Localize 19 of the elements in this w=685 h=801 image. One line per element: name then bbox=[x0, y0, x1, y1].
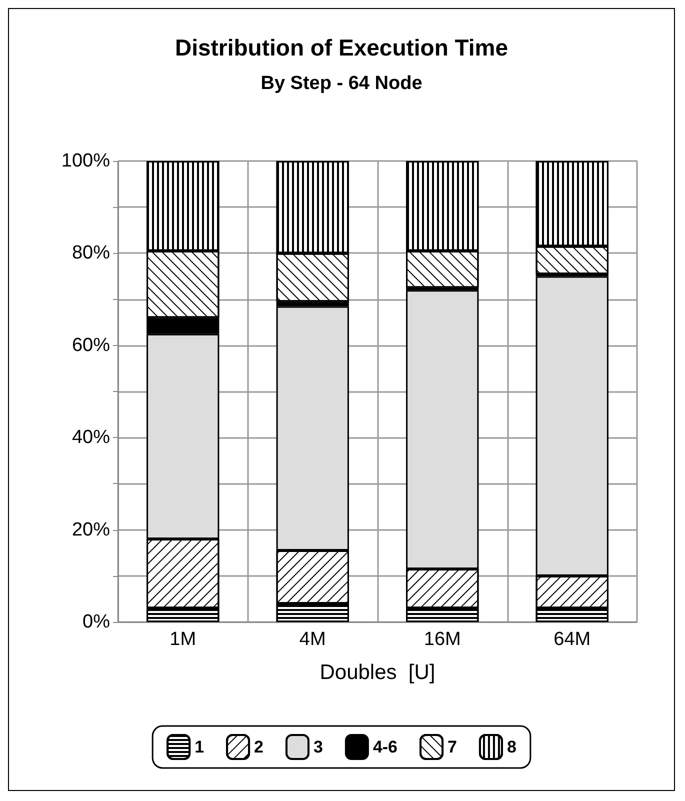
x-tick-label: 4M bbox=[299, 629, 326, 650]
y-tick-label: 0% bbox=[82, 612, 110, 632]
legend-label: 7 bbox=[448, 738, 457, 756]
x-tick-label: 1M bbox=[170, 629, 196, 650]
x-tick-label: 64M bbox=[554, 629, 591, 650]
x-tick-label: 16M bbox=[424, 629, 461, 650]
x-axis-title: Doubles [U] bbox=[320, 661, 436, 684]
y-tick-label: 100% bbox=[61, 150, 110, 172]
legend-label: 3 bbox=[313, 738, 323, 756]
y-tick-label: 80% bbox=[72, 242, 110, 264]
chart-title: Distribution of Execution Time bbox=[174, 34, 508, 60]
legend-label: 8 bbox=[506, 738, 516, 756]
y-tick-label: 40% bbox=[72, 427, 110, 448]
chart-subtitle: By Step - 64 Node bbox=[260, 73, 422, 94]
legend-label: 1 bbox=[194, 738, 204, 756]
y-tick-label: 60% bbox=[72, 334, 110, 356]
legend-label: 4-6 bbox=[372, 738, 398, 756]
legend-label: 2 bbox=[254, 738, 264, 756]
y-tick-label: 20% bbox=[72, 519, 110, 540]
